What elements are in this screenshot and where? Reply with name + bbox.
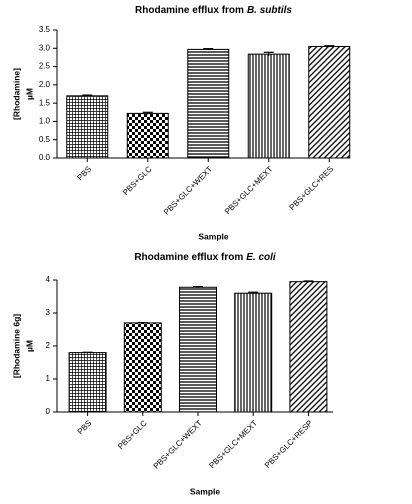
error-bar — [324, 45, 335, 48]
bar — [68, 352, 107, 413]
y-tick-label: 2.5 — [39, 62, 51, 71]
y-tick-label: 4 — [46, 275, 51, 284]
bar — [179, 286, 217, 413]
error-bar — [193, 286, 203, 288]
chart: Rhodamine efflux from B. subtils [Rhodamin… — [11, 5, 351, 241]
bar — [123, 322, 162, 413]
title-species: E. coli — [246, 252, 276, 263]
title-species: B. subtils — [247, 5, 292, 16]
y-tick-label: 1.0 — [39, 117, 51, 126]
y-tick-label: 3.0 — [39, 43, 51, 52]
error-bar — [263, 51, 274, 56]
y-axis-label: [Rhodamine] — [11, 68, 21, 120]
x-tick-label: PBS — [76, 419, 94, 437]
chart-title: Rhodamine efflux from E. coli — [134, 252, 276, 263]
error-bar — [137, 321, 148, 324]
title-text: Rhodamine efflux from — [134, 252, 243, 263]
chart-title: Rhodamine efflux from B. subtils — [135, 5, 292, 16]
y-tick-label: 3 — [46, 308, 51, 317]
bar — [126, 112, 169, 159]
y-tick-label: 1 — [46, 374, 51, 383]
x-tick-label: PBS+GLC — [116, 418, 149, 451]
y-tick-label: 1.5 — [39, 98, 51, 107]
bar — [289, 281, 328, 413]
x-axis-label: Sample — [198, 231, 229, 241]
bar — [187, 48, 230, 159]
y-tick-label: 2.0 — [39, 80, 51, 89]
bar — [247, 53, 290, 159]
y-tick-label: 2 — [46, 341, 51, 350]
x-tick-label: PBS+GLC — [121, 164, 154, 197]
x-axis-label: Sample — [190, 486, 221, 496]
x-tick-label: PBS+GLC+RES — [288, 165, 336, 213]
error-bar — [303, 280, 314, 283]
x-tick-label: PBS — [75, 165, 93, 183]
chart: Rhodamine efflux from E. coli [Rhodamine 6… — [11, 252, 333, 496]
title-text: Rhodamine efflux from — [135, 5, 244, 16]
error-bar — [142, 111, 153, 115]
bar — [66, 95, 109, 159]
y-axis-label: [Rhodamine 6g] — [11, 314, 21, 378]
bar — [308, 45, 351, 159]
x-tick-label: PBS+GLC+WEXT — [162, 164, 214, 216]
error-bar — [248, 291, 259, 295]
y-axis-unit: µM — [24, 340, 34, 352]
y-tick-label: 0.0 — [39, 153, 51, 162]
error-bar — [82, 94, 93, 97]
x-tick-label: PBS+GLC+RESP — [263, 419, 314, 470]
y-tick-label: 0.5 — [39, 135, 51, 144]
y-tick-label: 3.5 — [39, 25, 51, 34]
y-axis-unit: µM — [24, 88, 34, 100]
error-bar — [203, 48, 214, 51]
error-bar — [82, 351, 93, 353]
y-tick-label: 0 — [46, 407, 51, 416]
bar — [234, 292, 273, 413]
x-tick-label: PBS+GLC+WEXT — [152, 418, 204, 470]
x-tick-label: PBS+GLC+MEXT — [207, 418, 259, 470]
x-tick-label: PBS+GLC+MEXT — [223, 164, 275, 216]
